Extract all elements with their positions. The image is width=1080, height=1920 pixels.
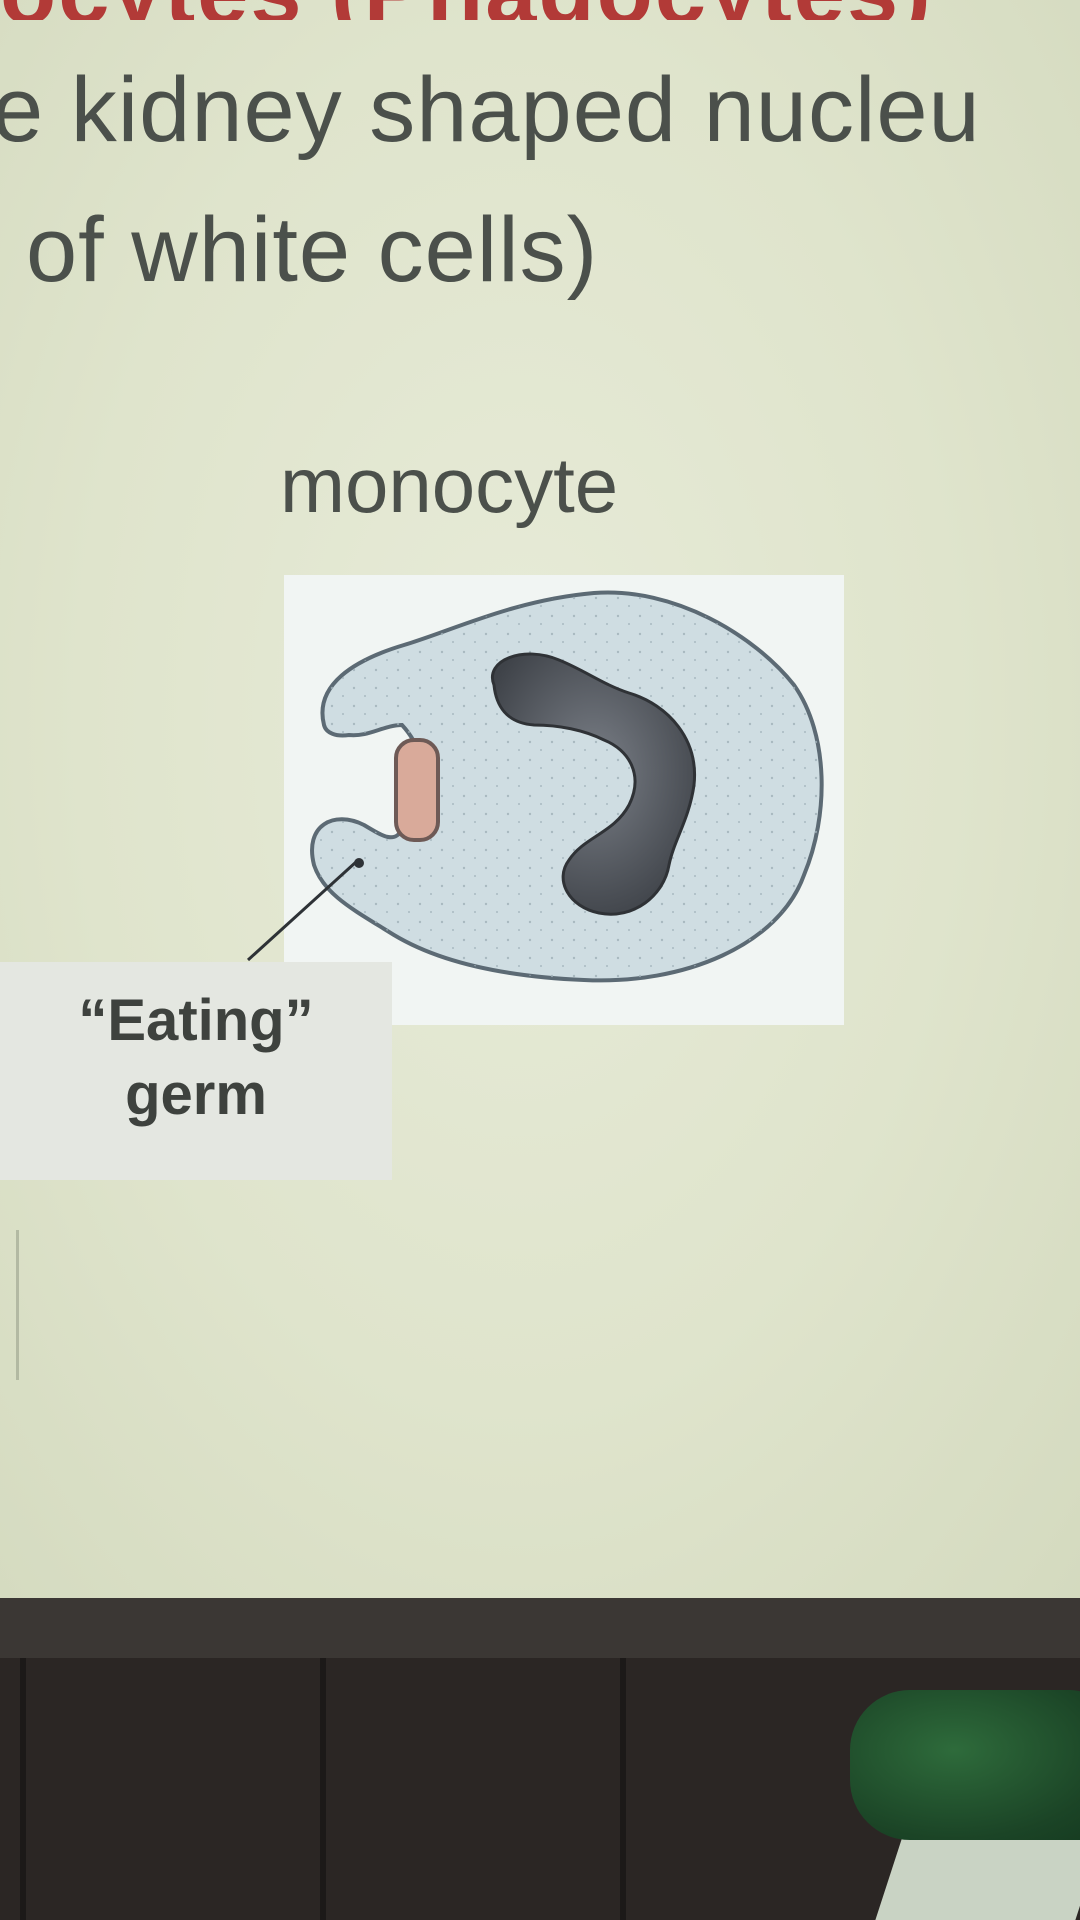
slide-text-line-2: of white cells) bbox=[26, 199, 599, 301]
slide-text-line-1: e kidney shaped nucleu bbox=[0, 59, 981, 161]
monocyte-illustration bbox=[310, 590, 824, 983]
green-object bbox=[850, 1690, 1080, 1840]
projected-slide: ocytes (Phagocytes) e kidney shaped nucl… bbox=[0, 0, 1080, 1600]
callout-line-2: germ bbox=[125, 1062, 267, 1127]
screen-bottom-edge bbox=[0, 1598, 1080, 1658]
pointer-dot bbox=[354, 858, 364, 868]
engulfed-germ bbox=[394, 738, 440, 842]
screen-crease bbox=[16, 1230, 19, 1380]
figure-caption: monocyte bbox=[280, 441, 619, 529]
cabinet-panel-seam bbox=[20, 1658, 26, 1920]
callout-label: “Eating” germ bbox=[0, 962, 392, 1180]
cabinet-panel-seam bbox=[620, 1658, 626, 1920]
slide-title: ocytes (Phagocytes) bbox=[0, 0, 933, 20]
callout-line-1: “Eating” bbox=[78, 988, 314, 1053]
kidney-nucleus bbox=[490, 652, 697, 916]
floor-reflection bbox=[875, 1830, 1080, 1920]
cabinet-panel-seam bbox=[320, 1658, 326, 1920]
slide-title-clip: ocytes (Phagocytes) bbox=[0, 0, 1080, 20]
monocyte-figure bbox=[284, 575, 844, 1025]
